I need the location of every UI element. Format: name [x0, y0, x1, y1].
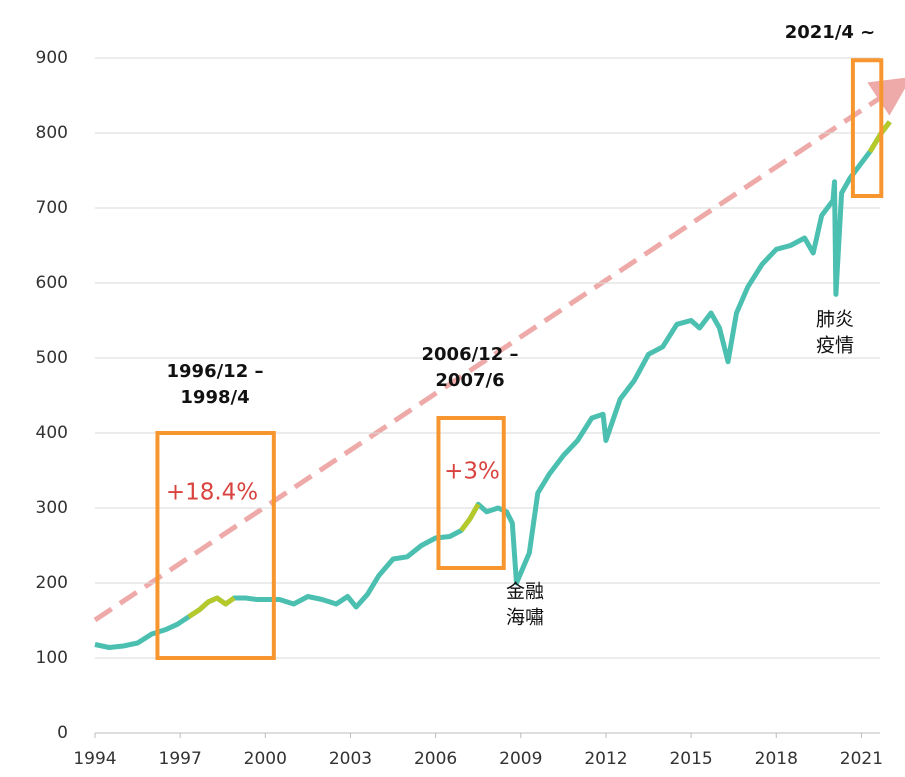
- annotation-text: 金融: [506, 581, 544, 603]
- x-tick-label: 1994: [73, 749, 116, 769]
- y-tick-label: 600: [36, 273, 68, 293]
- x-tick-label: 2009: [499, 749, 542, 769]
- x-tick-label: 1997: [159, 749, 202, 769]
- annotation-text: 2021/4 ~: [785, 22, 876, 43]
- change-label: +3%: [444, 459, 500, 485]
- highlight-box: [850, 58, 884, 198]
- highlight-box: [436, 416, 506, 570]
- y-tick-label: 500: [36, 348, 68, 368]
- y-tick-label: 400: [36, 423, 68, 443]
- y-tick-label: 900: [36, 48, 68, 68]
- annotation-text: 1996/12 –: [167, 361, 264, 382]
- x-tick-label: 2012: [584, 749, 627, 769]
- y-tick-label: 300: [36, 498, 68, 518]
- x-tick-label: 2015: [669, 749, 712, 769]
- annotation-text: 肺炎: [816, 309, 854, 331]
- y-tick-label: 700: [36, 198, 68, 218]
- annotation-text: 海嘯: [506, 607, 544, 629]
- x-tick-label: 2018: [755, 749, 798, 769]
- x-tick-label: 2006: [414, 749, 457, 769]
- x-tick-label: 2000: [244, 749, 287, 769]
- change-label: +18.4%: [166, 480, 258, 506]
- y-tick-label: 800: [36, 123, 68, 143]
- x-tick-label: 2003: [329, 749, 372, 769]
- highlight-box: [155, 431, 276, 660]
- trend-arrow: [93, 76, 905, 623]
- y-tick-label: 200: [36, 573, 68, 593]
- series-line: [187, 120, 892, 619]
- annotation-text: 疫情: [816, 335, 854, 357]
- y-tick-label: 0: [57, 723, 68, 743]
- annotation-text: 2006/12 –: [422, 344, 519, 365]
- annotation-text: 2007/6: [435, 370, 504, 391]
- y-tick-label: 100: [36, 648, 68, 668]
- annotation-text: 1998/4: [180, 387, 249, 408]
- x-tick-label: 2021: [840, 749, 883, 769]
